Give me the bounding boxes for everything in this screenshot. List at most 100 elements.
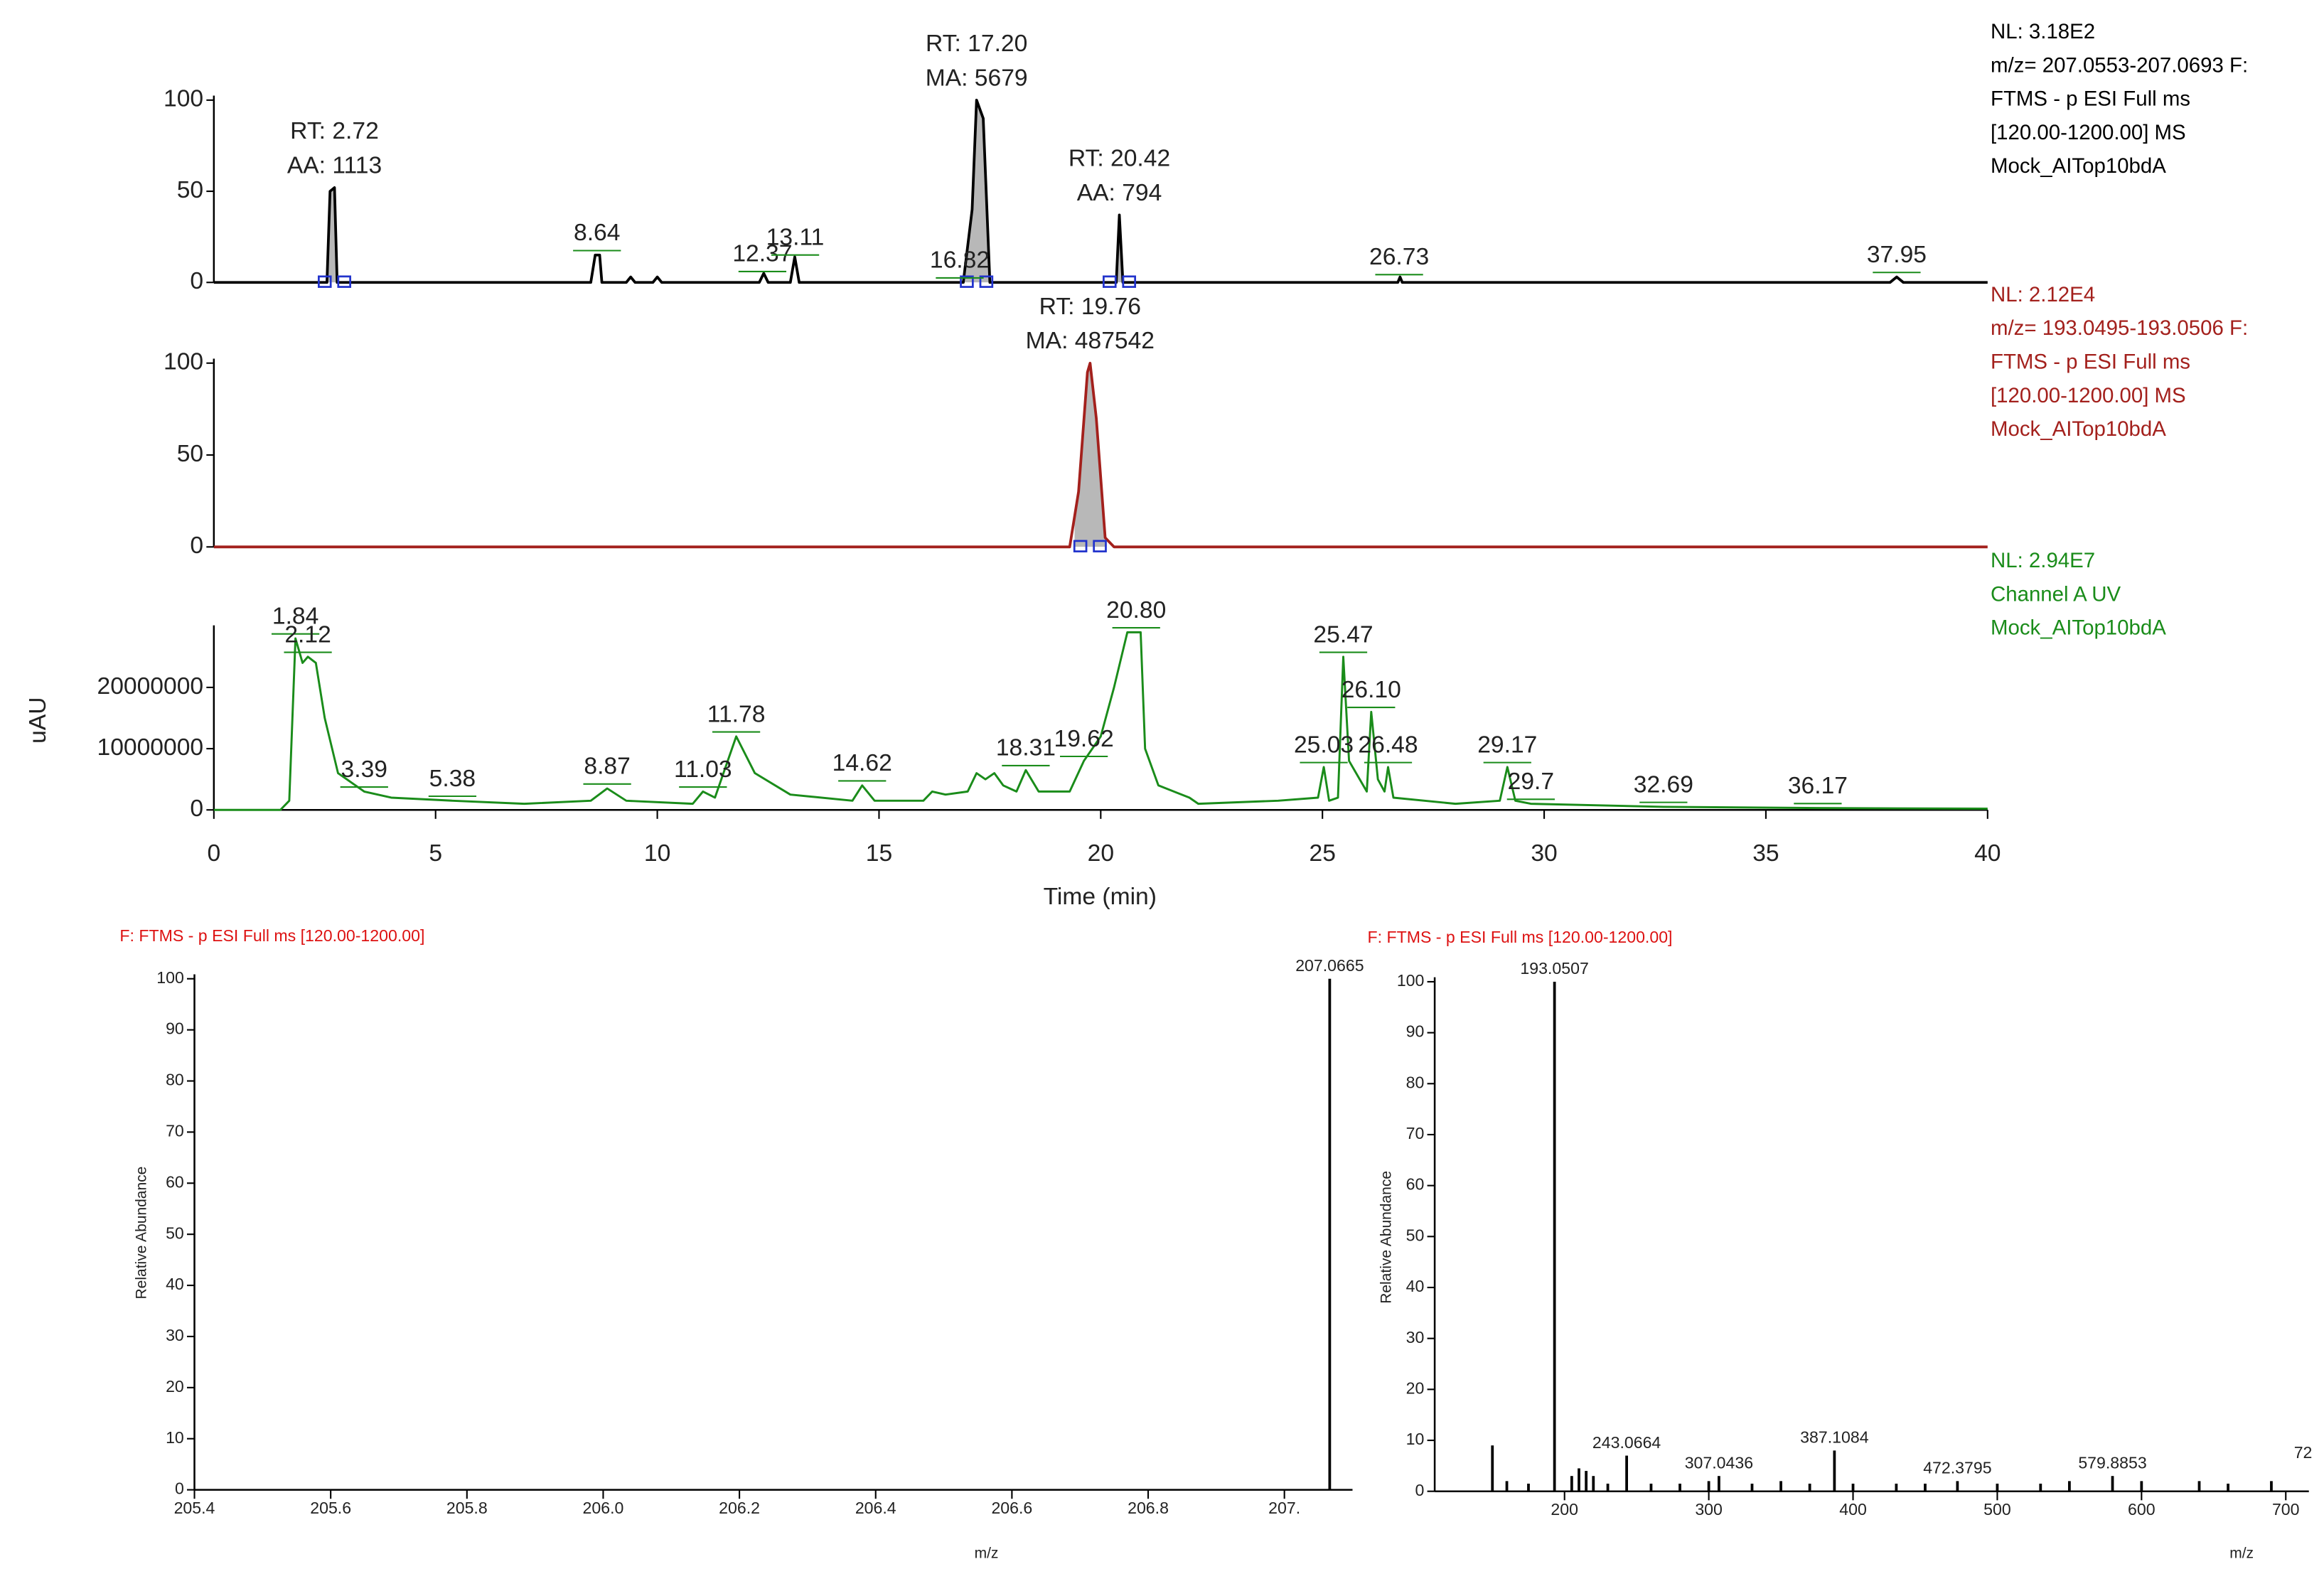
peak-label: 32.69 [1634, 771, 1693, 798]
peak-label: 207.0665 [1295, 956, 1364, 975]
peak-label: 18.31 [996, 735, 1056, 761]
spectrum-peak [1606, 1483, 1610, 1492]
peak-label: 5.38 [429, 766, 476, 792]
x-tick-label: 206.6 [991, 1499, 1032, 1517]
y-tick-label: 10 [1406, 1430, 1425, 1448]
spectrum-peak [2140, 1481, 2143, 1492]
peak-label: 25.47 [1313, 621, 1373, 648]
y-tick-label: 100 [156, 968, 184, 987]
info-line: NL: 3.18E2 [1991, 20, 2095, 43]
y-tick-label: 30 [1406, 1328, 1425, 1346]
peak-label: 8.87 [584, 754, 630, 780]
x-tick-label: 300 [1695, 1500, 1723, 1519]
y-tick-label: 0 [190, 532, 203, 559]
x-tick-label: 400 [1839, 1500, 1867, 1519]
info-line: m/z= 193.0495-193.0506 F: [1991, 316, 2248, 340]
spectrum-peak [1553, 981, 1556, 1492]
spectrum-peak [1491, 1445, 1494, 1492]
x-tick-label: 207. [1268, 1499, 1300, 1517]
trace [213, 361, 1988, 549]
y-tick-label: 100 [1397, 971, 1425, 990]
peak-annotation: MA: 5679 [926, 65, 1028, 91]
peak-label: 36.17 [1788, 773, 1848, 799]
peak-label: 3.39 [341, 756, 387, 783]
x-axis-label: m/z [975, 1546, 999, 1562]
peak-label: 579.8853 [2078, 1453, 2146, 1472]
y-tick-label: 100 [164, 86, 203, 112]
panel-title: F: FTMS - p ESI Full ms [120.00-1200.00] [1368, 928, 1673, 946]
info-line: FTMS - p ESI Full ms [1991, 87, 2190, 111]
peak-label: 307.0436 [1685, 1453, 1753, 1472]
spectrum-peak [1924, 1483, 1927, 1492]
x-tick-label: 30 [1531, 840, 1557, 867]
y-tick-label: 20000000 [97, 673, 204, 700]
x-tick-label: 20 [1088, 840, 1114, 867]
spectrum-peak [1625, 1455, 1628, 1492]
spectrum-peak [1779, 1481, 1782, 1492]
peak-annotation: RT: 20.42 [1069, 146, 1170, 172]
spectrum-peak [1851, 1483, 1855, 1492]
spectrum-peak [1570, 1476, 1573, 1492]
trace [213, 631, 1988, 811]
peak-label: 243.0664 [1592, 1433, 1661, 1452]
x-tick-label: 15 [866, 840, 892, 867]
spectrum-peak [1750, 1483, 1754, 1492]
y-tick-label: 70 [166, 1122, 184, 1140]
spectrum-peak [1578, 1468, 1580, 1492]
trace [213, 98, 1988, 284]
spectrum-peak [1808, 1483, 1811, 1492]
x-tick-label: 205.4 [174, 1499, 215, 1517]
x-tick-label: 40 [1974, 840, 2001, 867]
x-axis-label: m/z [2229, 1546, 2254, 1562]
x-tick-label: 600 [2128, 1500, 2156, 1519]
y-tick-label: 50 [1406, 1226, 1425, 1244]
boundary-marker [1103, 275, 1117, 288]
y-tick-label: 0 [175, 1479, 184, 1498]
info-line: NL: 2.12E4 [1991, 283, 2095, 306]
x-tick-label: 700 [2272, 1500, 2300, 1519]
info-line: Channel A UV [1991, 582, 2121, 606]
x-tick-label: 200 [1551, 1500, 1578, 1519]
peak-label: 13.11 [766, 224, 825, 250]
x-tick-label: 25 [1309, 840, 1335, 867]
spectrum-peak [1996, 1483, 1999, 1492]
x-tick-label: 35 [1752, 840, 1779, 867]
spectrum-peak [1328, 978, 1332, 1490]
y-tick-label: 80 [1406, 1073, 1425, 1091]
peak-label: 20.80 [1106, 597, 1166, 623]
info-line: [120.00-1200.00] MS [1991, 384, 2186, 407]
x-tick-label: 206.2 [719, 1499, 760, 1517]
x-tick-label: 10 [644, 840, 670, 867]
info-line: NL: 2.94E7 [1991, 549, 2095, 572]
x-tick-label: 0 [207, 840, 220, 867]
peak-label: 37.95 [1867, 242, 1927, 268]
x-tick-label: 206.8 [1128, 1499, 1169, 1517]
spectrum-peak [1585, 1471, 1588, 1492]
boundary-marker [337, 275, 351, 288]
peak-shade [1103, 215, 1135, 283]
spectrum-peak [2197, 1481, 2201, 1492]
spectrum-peak [1592, 1476, 1595, 1492]
y-axis-label: Relative Abundance [1378, 1171, 1394, 1304]
y-tick-label: 100 [164, 349, 203, 375]
spectrum-peak [1678, 1483, 1681, 1492]
spectrum-peak [1527, 1483, 1530, 1492]
peak-shade [1074, 363, 1106, 547]
y-tick-label: 0 [190, 268, 203, 294]
peak-label: 11.03 [674, 756, 732, 783]
y-tick-label: 60 [166, 1172, 184, 1191]
peak-annotation: AA: 794 [1077, 180, 1162, 206]
y-tick-label: 60 [1406, 1175, 1425, 1194]
y-tick-label: 90 [1406, 1022, 1425, 1041]
peak-label: 2.12 [284, 621, 331, 648]
x-tick-label: 500 [1983, 1500, 2011, 1519]
y-axis-label: Relative Abundance [133, 1167, 149, 1300]
peak-label: 14.62 [832, 750, 892, 776]
peak-label: 26.48 [1358, 732, 1418, 758]
y-tick-label: 20 [166, 1377, 184, 1396]
spectrum-peak [2270, 1481, 2273, 1492]
boundary-marker [960, 275, 974, 288]
peak-label: 25.03 [1294, 732, 1354, 758]
peak-label: 387.1084 [1800, 1428, 1869, 1447]
